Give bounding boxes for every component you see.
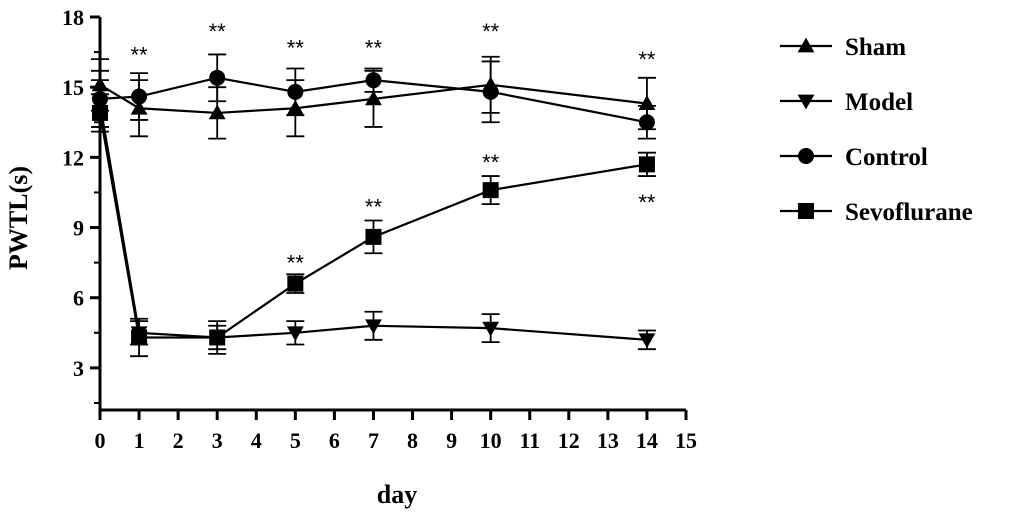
data-point: [365, 228, 382, 245]
data-point: [638, 333, 656, 349]
legend-label: Model: [845, 89, 913, 116]
legend-label: Sham: [845, 34, 906, 61]
data-point: [287, 275, 304, 292]
data-point: [482, 321, 500, 337]
x-tick-label: 4: [251, 428, 262, 453]
significance-mark: **: [638, 47, 656, 72]
data-point: [365, 72, 382, 89]
data-point: [638, 156, 655, 173]
x-tick-label: 7: [368, 428, 379, 453]
data-point: [209, 329, 226, 346]
x-tick-label: 8: [407, 428, 418, 453]
data-point: [92, 104, 108, 121]
x-tick-label: 2: [173, 428, 184, 453]
legend-marker: [797, 37, 815, 53]
data-point: [638, 114, 655, 131]
series-control: [91, 53, 656, 140]
data-point: [482, 182, 499, 199]
significance-mark: **: [209, 19, 227, 44]
legend-label: Sevoflurane: [845, 199, 973, 226]
significance-annotations: ** ** ** ** ** ** ** ** ** **: [131, 19, 656, 276]
data-point: [208, 104, 226, 120]
y-tick-label: 3: [73, 356, 84, 381]
legend-item-control: Control: [780, 144, 928, 171]
series-sevoflurane: [91, 93, 656, 358]
significance-mark: **: [482, 150, 500, 175]
x-tick-label: 10: [480, 428, 502, 453]
significance-mark: **: [287, 35, 305, 60]
significance-mark: **: [131, 42, 149, 67]
x-axis-title: day: [377, 480, 417, 509]
legend-marker: [798, 203, 814, 219]
data-point: [286, 326, 304, 342]
x-tick-label: 9: [446, 428, 457, 453]
x-tick-label: 3: [212, 428, 223, 453]
data-point: [365, 319, 382, 335]
y-tick-label: 9: [73, 216, 84, 241]
significance-mark: **: [287, 251, 305, 276]
data-point: [482, 83, 499, 100]
x-tick-label: 6: [329, 428, 340, 453]
legend-item-sevoflurane: Sevoflurane: [780, 199, 973, 226]
data-point: [131, 88, 148, 105]
legend: Sham Model Control Sevoflurane: [780, 34, 973, 226]
x-tick-label: 13: [597, 428, 619, 453]
significance-mark: **: [365, 35, 383, 60]
significance-mark: **: [365, 194, 383, 219]
data-point: [287, 83, 304, 100]
y-tick-label: 15: [62, 75, 84, 100]
series-layer: [91, 53, 656, 358]
x-tick-label: 1: [134, 428, 145, 453]
x-tick-label: 15: [675, 428, 697, 453]
x-tick-label: 0: [95, 428, 106, 453]
x-tick-label: 12: [558, 428, 580, 453]
legend-label: Control: [845, 144, 928, 171]
y-tick-label: 6: [73, 286, 84, 311]
legend-marker: [797, 94, 815, 110]
legend-item-sham: Sham: [780, 34, 906, 61]
data-point: [209, 69, 226, 86]
x-tick-label: 5: [290, 428, 301, 453]
significance-mark: **: [482, 19, 500, 44]
x-tick-label: 11: [519, 428, 540, 453]
legend-marker: [798, 148, 814, 164]
y-tick-label: 18: [62, 5, 84, 30]
legend-item-model: Model: [780, 89, 913, 116]
significance-mark: **: [638, 190, 656, 215]
x-tick-label: 14: [636, 428, 658, 453]
y-tick-label: 12: [62, 145, 84, 170]
y-axis-title: PWTL(s): [4, 166, 33, 270]
data-point: [365, 90, 382, 106]
data-point: [131, 329, 148, 346]
